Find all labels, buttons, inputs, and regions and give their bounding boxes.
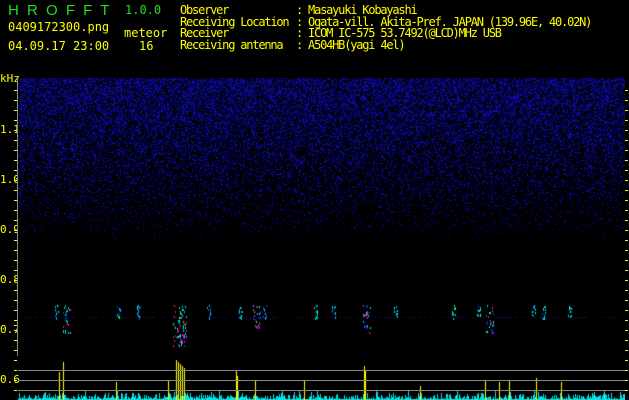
level-line (18, 380, 625, 381)
freq-tick-mark (625, 240, 628, 241)
freq-tick-mark (625, 370, 628, 371)
freq-tick-mark (14, 210, 17, 211)
freq-tick-mark (14, 100, 17, 101)
freq-tick-mark (14, 150, 17, 151)
info-key: Receiving antenna (180, 37, 284, 52)
freq-tick-mark (625, 390, 628, 391)
freq-tick-mark (625, 210, 628, 211)
freq-tick-mark (625, 110, 628, 111)
freq-tick-mark (625, 360, 628, 361)
freq-tick-mark (14, 220, 17, 221)
freq-tick-mark (14, 290, 17, 291)
freq-tick-mark (625, 290, 628, 291)
freq-tick-mark (14, 170, 17, 171)
freq-tick-label: 0.7 (0, 323, 20, 336)
freq-tick-mark (625, 230, 628, 231)
freq-tick-mark (625, 180, 628, 181)
freq-tick-mark (625, 90, 628, 91)
freq-tick-mark (14, 390, 17, 391)
freq-tick-mark (625, 320, 628, 321)
file-datetime: 04.09.17 23:00 (8, 39, 110, 53)
freq-tick-mark (14, 320, 17, 321)
freq-tick-label: 0.8 (0, 273, 20, 286)
freq-tick-mark (625, 120, 628, 121)
freq-tick-mark (625, 100, 628, 101)
freq-tick-mark (625, 220, 628, 221)
level-line (18, 390, 625, 391)
freq-tick-mark (14, 120, 17, 121)
freq-tick-mark (14, 90, 17, 91)
freq-tick-mark (14, 310, 17, 311)
app-version: 1.0.0 (125, 3, 162, 17)
freq-tick-mark (14, 270, 17, 271)
freq-tick-mark (625, 190, 628, 191)
freq-tick-mark (625, 350, 628, 351)
freq-tick-mark (625, 130, 628, 131)
app-title: H R O F F T (8, 2, 112, 19)
unit-label: kHz (0, 72, 20, 85)
file-name: 0409172300.png (8, 20, 110, 34)
info-value: : A504HB(yagi 4el) (296, 37, 406, 52)
freq-tick-mark (14, 340, 17, 341)
freq-tick-mark (14, 160, 17, 161)
freq-tick-mark (14, 250, 17, 251)
freq-tick-mark (14, 330, 17, 331)
meteor-count: 16 (139, 39, 154, 53)
freq-tick-label: 1.1 (0, 123, 20, 136)
freq-tick-label: 0.9 (0, 223, 20, 236)
freq-tick-mark (14, 360, 17, 361)
freq-tick-mark (625, 270, 628, 271)
meteor-label: meteor (124, 26, 168, 40)
echo-histogram (18, 356, 625, 400)
info-value: : Ogata-vill. Akita-Pref. JAPAN (139.96E… (296, 14, 592, 29)
freq-tick-mark (14, 350, 17, 351)
freq-tick-mark (14, 370, 17, 371)
freq-tick-mark (14, 190, 17, 191)
freq-tick-label: 0.6 (0, 373, 20, 386)
freq-tick-mark (14, 240, 17, 241)
freq-tick-mark (14, 110, 17, 111)
info-key: Receiving Location (180, 14, 290, 29)
freq-tick-mark (625, 140, 628, 141)
freq-tick-mark (625, 250, 628, 251)
freq-tick-mark (625, 310, 628, 311)
info-key: Receiver (180, 26, 229, 40)
freq-axis-line (17, 78, 18, 356)
freq-tick-mark (625, 200, 628, 201)
freq-tick-mark (625, 340, 628, 341)
freq-tick-mark (14, 260, 17, 261)
info-value: : Masayuki Kobayashi (296, 3, 418, 17)
freq-tick-label: 1.0 (0, 173, 20, 186)
freq-tick-mark (625, 160, 628, 161)
freq-tick-mark (625, 330, 628, 331)
info-key: Observer (180, 3, 229, 17)
spectrogram (18, 78, 625, 356)
freq-tick-mark (14, 380, 17, 381)
freq-tick-mark (625, 380, 628, 381)
freq-tick-mark (14, 280, 17, 281)
info-value: : ICOM IC-575 53.7492(@LCD)MHz USB (296, 26, 502, 40)
freq-tick-mark (14, 180, 17, 181)
level-line (18, 370, 625, 371)
freq-tick-mark (625, 170, 628, 171)
freq-tick-mark (625, 300, 628, 301)
freq-tick-mark (625, 150, 628, 151)
freq-tick-mark (14, 230, 17, 231)
freq-tick-mark (625, 280, 628, 281)
freq-tick-mark (14, 200, 17, 201)
freq-tick-mark (14, 300, 17, 301)
freq-tick-mark (14, 140, 17, 141)
freq-tick-mark (14, 130, 17, 131)
freq-tick-mark (625, 260, 628, 261)
